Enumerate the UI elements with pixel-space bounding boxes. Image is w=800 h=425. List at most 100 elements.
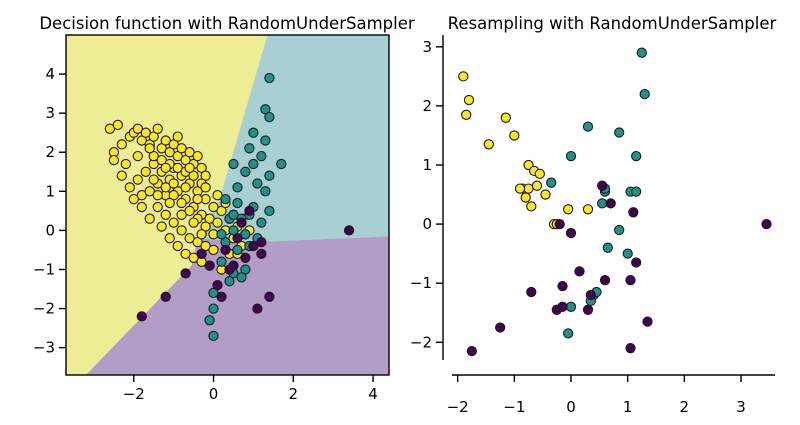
data-point: [160, 135, 171, 146]
data-point: [196, 229, 207, 240]
data-point: [164, 197, 175, 209]
data-point: [240, 252, 251, 263]
data-point: [208, 330, 219, 342]
data-point: [557, 301, 568, 312]
data-point: [597, 180, 608, 191]
data-point: [236, 272, 247, 283]
data-point: [216, 205, 227, 217]
data-point: [458, 71, 469, 82]
right-y-axis-ticks: −2 −1 0 1 2 3: [410, 38, 443, 351]
data-point: [172, 240, 183, 252]
data-point: [156, 221, 167, 232]
data-point: [144, 143, 155, 154]
x-tick-label: 2: [680, 398, 690, 416]
data-point: [628, 207, 639, 218]
data-point: [622, 248, 633, 259]
data-point: [120, 158, 131, 170]
data-point: [565, 301, 577, 312]
decision-region-purple: [85, 236, 389, 375]
data-point: [526, 201, 537, 212]
right-x-axis-ticks: −2 −1 0 1 2 3: [447, 375, 746, 416]
data-point: [602, 242, 613, 253]
data-point: [534, 168, 545, 180]
x-tick-label: 0: [209, 385, 219, 403]
data-point: [636, 47, 647, 58]
x-tick-label: −2: [123, 385, 145, 403]
data-point: [132, 123, 143, 134]
data-point: [256, 150, 267, 162]
data-point: [509, 130, 520, 141]
x-tick-label: 1: [623, 398, 633, 416]
data-point: [224, 276, 235, 287]
data-point: [546, 177, 557, 188]
data-point: [520, 192, 531, 203]
data-point: [599, 275, 611, 286]
right-chart-title: Resampling with RandomUnderSampler: [448, 14, 777, 33]
data-point: [180, 182, 191, 193]
data-point: [176, 209, 187, 220]
data-point: [256, 236, 267, 248]
data-point: [244, 143, 255, 154]
data-point: [540, 189, 551, 200]
data-point: [614, 224, 625, 236]
data-point: [523, 183, 534, 194]
data-point: [108, 154, 120, 166]
data-point: [531, 180, 543, 191]
data-point: [563, 204, 574, 215]
data-point: [597, 198, 608, 209]
left-x-axis-ticks: −2 0 2 4: [123, 375, 378, 403]
data-point: [526, 286, 537, 298]
data-point: [212, 279, 223, 291]
y-tick-label: 1: [45, 182, 55, 200]
data-point: [554, 218, 565, 230]
data-point: [248, 240, 259, 252]
y-tick-label: 3: [45, 104, 55, 122]
data-point: [212, 190, 223, 201]
data-point: [264, 170, 275, 181]
data-point: [642, 316, 653, 327]
data-point: [236, 217, 247, 228]
data-point: [220, 193, 231, 205]
data-point: [585, 289, 596, 301]
data-point: [208, 244, 219, 256]
y-tick-label: −1: [33, 260, 55, 278]
data-point: [463, 94, 475, 106]
y-tick-label: 1: [422, 156, 432, 174]
data-point: [176, 225, 187, 236]
x-tick-label: 2: [289, 385, 299, 403]
data-point: [244, 205, 255, 217]
data-point: [264, 291, 275, 302]
y-tick-label: 2: [422, 97, 432, 115]
data-point: [192, 150, 203, 162]
y-tick-label: 0: [422, 215, 432, 233]
left-chart-title: Decision function with RandomUnderSample…: [39, 14, 415, 33]
left-y-axis-ticks: −3 −2 −1 0 1 2 3 4: [33, 65, 66, 357]
data-point: [260, 186, 271, 197]
x-tick-label: 4: [368, 385, 378, 403]
data-point: [204, 260, 215, 271]
data-point: [461, 109, 472, 120]
data-point: [240, 166, 251, 177]
data-point: [276, 158, 287, 170]
data-point: [256, 217, 267, 228]
data-point: [228, 209, 239, 220]
data-point: [136, 201, 147, 213]
data-point: [168, 178, 179, 189]
data-point: [625, 343, 636, 354]
data-point: [136, 311, 147, 322]
y-tick-label: 3: [422, 38, 432, 56]
data-point: [260, 135, 271, 146]
y-tick-label: −3: [33, 339, 55, 357]
data-point: [116, 170, 127, 181]
left-axes-frame: [65, 34, 390, 376]
left-panel: Decision function with RandomUnderSample…: [33, 14, 415, 403]
data-point: [160, 182, 171, 193]
data-point: [124, 182, 135, 193]
x-tick-label: −2: [447, 398, 469, 416]
data-point: [639, 88, 650, 100]
data-point: [144, 186, 155, 197]
data-point: [605, 198, 616, 209]
data-point: [184, 147, 195, 158]
data-point: [500, 112, 511, 123]
